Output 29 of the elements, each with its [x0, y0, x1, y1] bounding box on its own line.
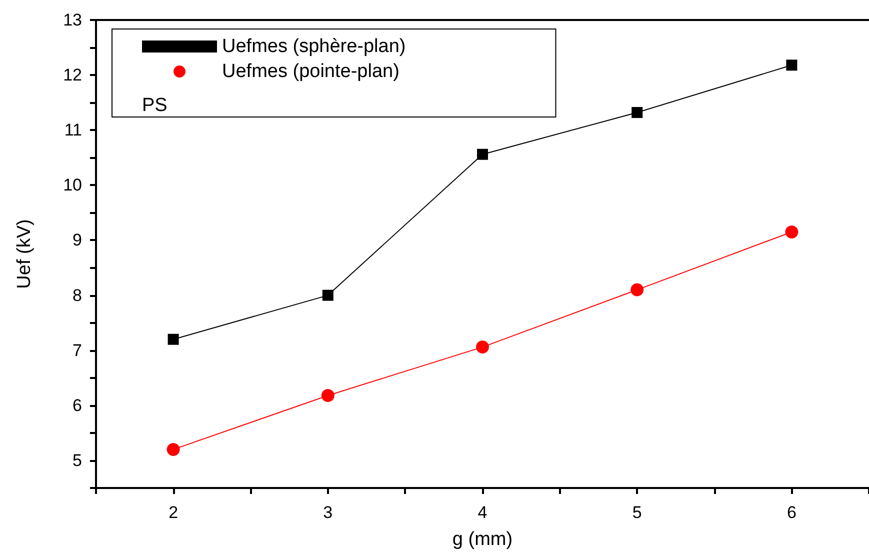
point	[785, 225, 798, 238]
legend-label: Uefmes (pointe-plan)	[222, 61, 400, 82]
y-tick-label: 5	[72, 450, 82, 470]
x-tick-label: 2	[168, 503, 178, 522]
point	[166, 442, 180, 456]
annotation: PS	[142, 95, 168, 116]
legend-label: Uefmes (sphère-plan)	[222, 36, 406, 57]
y-tick-label: 6	[72, 396, 82, 415]
y-tick-label: 11	[64, 120, 82, 140]
point	[630, 283, 644, 296]
y-tick-label: 8	[72, 286, 82, 305]
y-axis-title: Uef (kV)	[14, 219, 35, 289]
y-tick-label: 12	[63, 66, 82, 85]
y-tick-label: 7	[72, 340, 82, 360]
point	[786, 60, 798, 71]
point	[321, 389, 334, 402]
x-tick-label: 5	[632, 503, 642, 522]
x-tick-label: 4	[478, 503, 488, 522]
x-tick-label: 3	[323, 503, 333, 522]
point	[632, 107, 643, 118]
point	[477, 148, 488, 160]
x-axis-title: g (mm)	[452, 529, 513, 550]
point	[476, 340, 489, 354]
y-tick-label: 13	[63, 10, 82, 30]
point	[168, 334, 179, 345]
y-tick-label: 9	[72, 230, 82, 250]
point	[322, 290, 334, 301]
x-tick-label: 6	[786, 503, 796, 522]
y-tick-label: 10	[63, 176, 82, 195]
